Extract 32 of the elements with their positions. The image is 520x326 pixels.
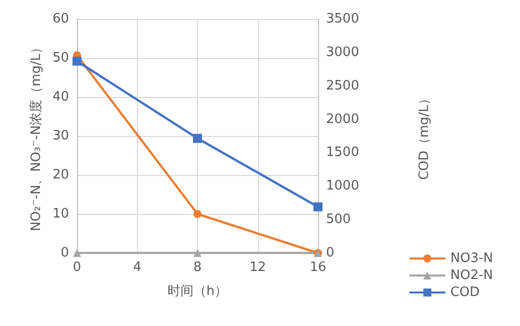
point — [193, 134, 202, 143]
y-tick-label: 50 — [52, 50, 69, 66]
y2-axis-title: COD（mg/L） — [417, 92, 432, 180]
y2-tick-label: 500 — [326, 212, 351, 228]
y2-tick-label: 2000 — [326, 112, 360, 127]
y2-tick-label: 1000 — [326, 178, 360, 194]
y-axis-title: NO₂⁻-N、NO₃⁻-N浓度（mg/L） — [28, 40, 44, 232]
y-tick-label: 60 — [52, 12, 69, 26]
y2-tick-label: 3000 — [326, 44, 360, 60]
point — [194, 249, 202, 257]
x-tick-label: 16 — [310, 260, 326, 275]
legend-label: COD — [450, 285, 480, 300]
point — [314, 202, 322, 212]
y2-tick-label: 0 — [326, 246, 334, 260]
y2-tick-label: 3500 — [326, 12, 360, 26]
x-tick-label: 4 — [133, 260, 142, 275]
point — [194, 210, 202, 218]
legend-label: NO2-N — [450, 268, 494, 283]
y-tick-label: 0 — [60, 246, 69, 260]
y2-tick-label: 1500 — [326, 145, 360, 160]
y2-tick-label: 2500 — [326, 78, 360, 94]
legend-label: NO3-N — [450, 251, 494, 266]
y-tick-label: 40 — [52, 90, 69, 104]
y-tick-label: 30 — [52, 128, 69, 144]
y-tick-label: 20 — [52, 168, 69, 182]
y-tick-label: 10 — [52, 206, 69, 222]
x-axis-title: 时间（h） — [167, 284, 228, 299]
point — [73, 249, 81, 257]
x-tick-label: 0 — [72, 260, 82, 275]
x-tick-label: 8 — [193, 260, 202, 275]
point — [72, 56, 82, 66]
x-tick-label: 12 — [249, 260, 266, 275]
